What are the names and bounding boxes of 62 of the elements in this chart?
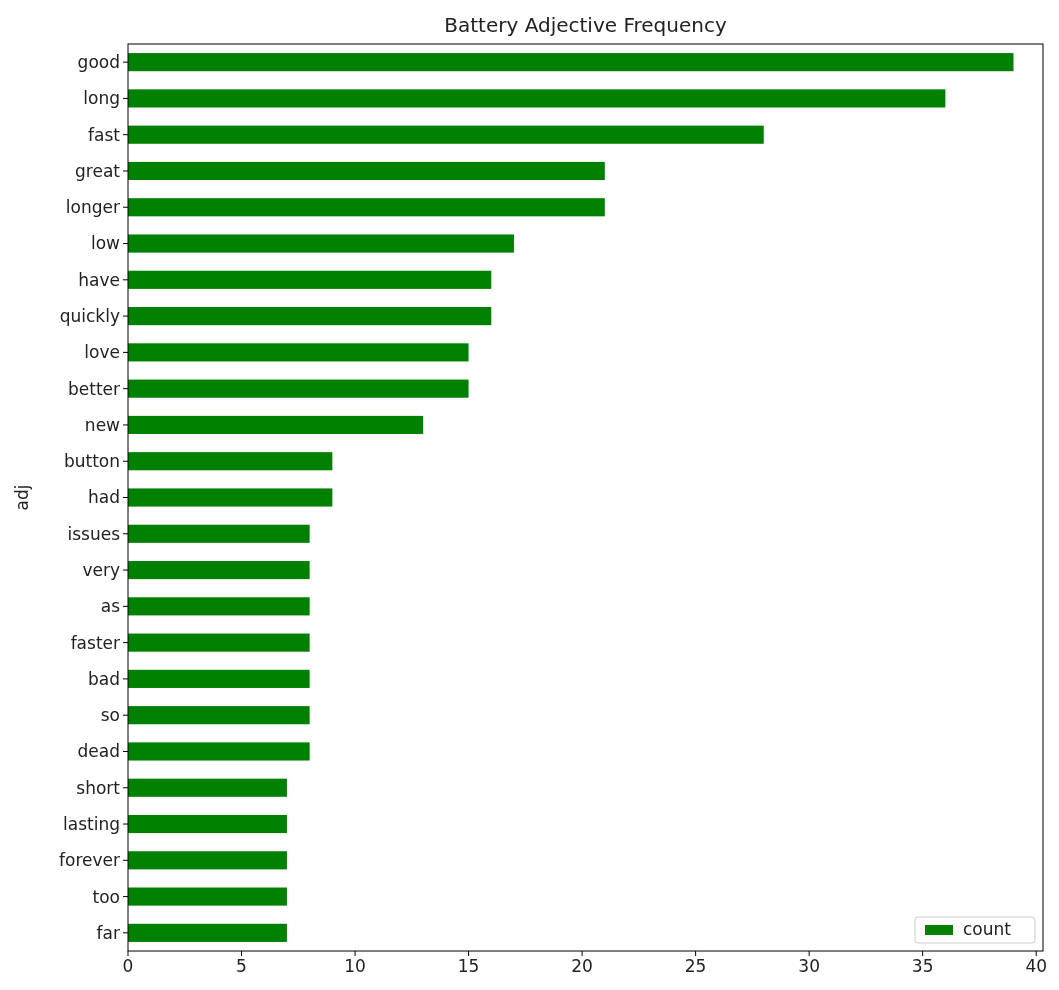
y-tick-label: so bbox=[100, 705, 120, 726]
y-tick-label: fast bbox=[88, 124, 121, 145]
x-tick-label: 30 bbox=[798, 956, 820, 976]
chart-title: Battery Adjective Frequency bbox=[444, 13, 727, 37]
bar bbox=[128, 669, 310, 688]
y-tick-label: faster bbox=[70, 632, 121, 653]
bar bbox=[128, 887, 287, 906]
y-tick-label: issues bbox=[67, 523, 121, 544]
x-tick-label: 25 bbox=[684, 956, 707, 976]
x-tick-label: 35 bbox=[911, 956, 934, 976]
x-tick-label: 20 bbox=[571, 956, 593, 976]
bar bbox=[128, 597, 310, 616]
y-axis-title: adj bbox=[11, 484, 32, 511]
y-tick-label: too bbox=[92, 886, 120, 907]
bar bbox=[128, 524, 310, 543]
bar bbox=[128, 53, 1014, 72]
bar bbox=[128, 198, 605, 217]
y-tick-label: love bbox=[84, 342, 120, 363]
bar bbox=[128, 778, 287, 797]
bar bbox=[128, 161, 605, 181]
x-tick-label: 5 bbox=[236, 956, 247, 976]
y-tick-label: low bbox=[90, 233, 121, 254]
y-tick-label: great bbox=[75, 160, 121, 181]
y-tick-label: longer bbox=[65, 197, 121, 218]
bar bbox=[128, 125, 764, 144]
bar bbox=[128, 923, 287, 942]
y-tick-label: long bbox=[83, 88, 120, 109]
bar bbox=[128, 560, 310, 580]
x-tick-label: 15 bbox=[457, 956, 480, 976]
bar bbox=[128, 307, 492, 326]
y-tick-label: good bbox=[77, 52, 120, 73]
bar bbox=[128, 343, 469, 362]
y-tick-label: new bbox=[84, 414, 121, 435]
bar bbox=[128, 452, 333, 471]
x-tick-label: 10 bbox=[344, 956, 366, 976]
bar bbox=[128, 742, 310, 761]
legend-label: count bbox=[963, 919, 1012, 939]
y-tick-label: far bbox=[96, 922, 120, 943]
bar bbox=[128, 379, 469, 398]
bar bbox=[128, 851, 287, 870]
y-tick-label: dead bbox=[77, 741, 120, 762]
y-tick-label: button bbox=[63, 451, 120, 472]
y-tick-label: quickly bbox=[59, 306, 120, 327]
bar bbox=[128, 814, 287, 834]
bar bbox=[128, 633, 310, 652]
bar bbox=[128, 706, 310, 725]
x-tick-label: 40 bbox=[1025, 956, 1048, 976]
y-tick-label: bad bbox=[88, 668, 120, 689]
bar bbox=[128, 270, 492, 289]
bar bbox=[128, 234, 514, 253]
y-tick-label: had bbox=[88, 487, 120, 508]
y-tick-label: very bbox=[82, 560, 120, 581]
y-tick-label: lasting bbox=[63, 813, 120, 834]
bar bbox=[128, 415, 424, 435]
y-tick-label: better bbox=[67, 378, 121, 399]
y-tick-label: short bbox=[76, 777, 121, 798]
y-tick-label: have bbox=[78, 269, 120, 290]
x-tick-label: 0 bbox=[122, 956, 134, 976]
y-tick-label: as bbox=[100, 596, 121, 617]
bar bbox=[128, 89, 946, 108]
y-tick-label: forever bbox=[59, 850, 120, 871]
bar bbox=[128, 488, 333, 507]
